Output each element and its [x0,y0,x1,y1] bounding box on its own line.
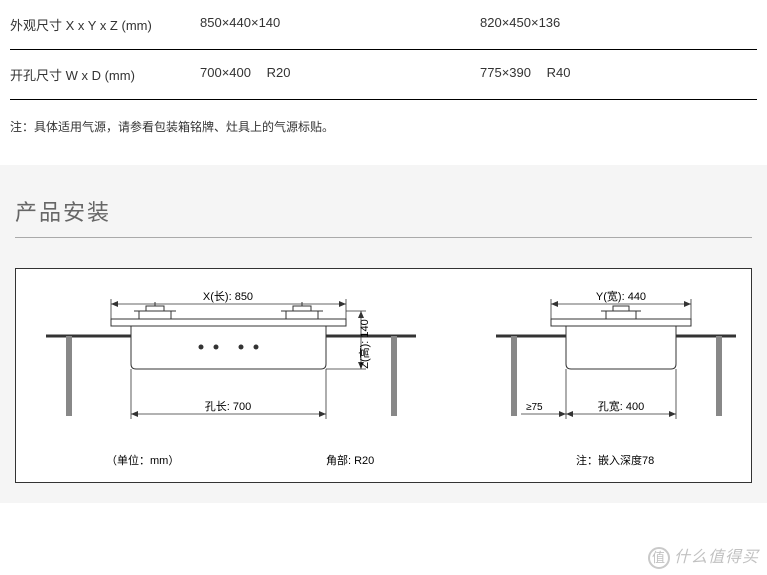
y-dim-label: Y(宽): 440 [596,289,646,303]
spec-value-1: 700×400 R20 [200,65,480,84]
watermark: 值什么值得买 [648,543,759,569]
diagram-box: X(长): 850 [15,268,752,483]
spec-value-2: 820×450×136 [480,15,757,34]
burner-side [601,306,641,319]
corner-label: 角部: R20 [326,453,374,467]
burner-right [281,302,323,319]
x-dim-label: X(长): 850 [203,290,253,303]
hole-w-label: 孔宽: 400 [598,399,644,413]
install-section: 产品安装 X(长): 850 [0,165,767,503]
spec-value-2: 775×390 R40 [480,65,757,84]
watermark-logo-icon: 值 [648,547,670,569]
hole-len-label: 孔长: 700 [205,400,251,413]
clearance-label: ≥75 [526,402,543,413]
spec-label: 开孔尺寸 W x D (mm) [10,65,200,84]
front-view: X(长): 850 [46,290,416,467]
depth-note: 注：嵌入深度78 [576,453,654,467]
spec-row-cutout-dim: 开孔尺寸 W x D (mm) 700×400 R20 775×390 R40 [10,50,757,99]
install-title: 产品安装 [15,195,752,238]
z-dim-label: Z(高): 140 [357,319,371,369]
spec-value-extra: R20 [267,65,291,80]
spec-row-outer-dim: 外观尺寸 X x Y x Z (mm) 850×440×140 820×450×… [10,0,757,50]
spec-value-extra: R40 [547,65,571,80]
spec-label: 外观尺寸 X x Y x Z (mm) [10,15,200,34]
spec-table: 外观尺寸 X x Y x Z (mm) 850×440×140 820×450×… [0,0,767,99]
burner-left [134,302,176,319]
note-text: 注：具体适用气源，请参看包装箱铭牌、灶具上的气源标贴。 [0,100,767,165]
side-view: Y(宽): 440 ≥75 [496,289,736,467]
spec-value-1: 850×440×140 [200,15,480,34]
install-diagram: X(长): 850 [16,269,751,482]
unit-label: （单位：mm） [106,453,179,467]
